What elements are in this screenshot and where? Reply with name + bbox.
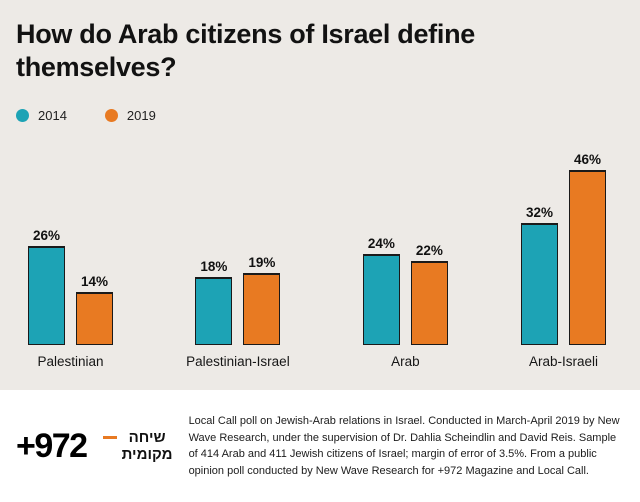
- bar-value-label: 14%: [80, 274, 109, 289]
- bar-wrap: 26%: [28, 228, 65, 345]
- local-call-hebrew-text: שיחה מקומית: [122, 429, 173, 464]
- legend-swatch-icon: [104, 108, 118, 122]
- local-call-hebrew-line1: שיחה: [128, 428, 166, 446]
- local-call-logo: שיחה מקומית: [102, 429, 173, 464]
- bars: 32% 46%: [520, 152, 606, 345]
- bar-group-arab-israeli: 32% 46% Arab-Israeli: [520, 152, 606, 374]
- bar-wrap: 22%: [410, 243, 448, 345]
- bar-chart: 26% 14% Palestinian 18% 19% Palestinian-Israe…: [0, 123, 640, 390]
- bar-value-label: 18%: [200, 259, 228, 274]
- footer: +972 שיחה מקומית Local Call poll on Jewi…: [0, 390, 640, 502]
- bar-value-label: 26%: [32, 228, 61, 243]
- bar-wrap: 24%: [362, 236, 400, 345]
- bar-group-palestinian: 26% 14% Palestinian: [28, 228, 113, 374]
- bar-2019-palestinian: [76, 292, 113, 345]
- bar-group-palestinian-israel: 18% 19% Palestinian-Israel: [186, 255, 290, 374]
- bars: 18% 19%: [195, 255, 281, 345]
- category-label: Arab-Israeli: [528, 354, 598, 369]
- bar-wrap: 32%: [520, 205, 558, 345]
- bar-wrap: 19%: [243, 255, 281, 345]
- local-call-dash-icon: [102, 435, 117, 439]
- local-call-hebrew-line2: מקומית: [121, 446, 173, 463]
- legend-item-2019: 2019: [104, 107, 156, 123]
- chart-legend: 2014 2019: [0, 84, 640, 123]
- legend-label: 2014: [38, 107, 67, 123]
- footer-caption: Local Call poll on Jewish-Arab relations…: [188, 415, 620, 477]
- plus972-logo: +972: [16, 426, 88, 465]
- bar-value-label: 32%: [525, 205, 553, 220]
- category-label: Arab: [391, 354, 420, 369]
- bar-value-label: 46%: [573, 152, 601, 167]
- legend-item-2014: 2014: [16, 108, 67, 123]
- bar-2014-arab-israeli: [520, 223, 558, 345]
- bar-value-label: 24%: [367, 236, 395, 251]
- category-label: Palestinian: [37, 354, 104, 369]
- bar-2014-palestinian-israel: [195, 277, 233, 345]
- bar-2014-palestinian: [28, 246, 65, 345]
- bar-value-label: 19%: [248, 255, 276, 270]
- bar-value-label: 22%: [415, 243, 443, 258]
- bars: 24% 22%: [362, 236, 448, 345]
- bar-group-arab: 24% 22% Arab: [362, 236, 448, 374]
- legend-swatch-icon: [16, 108, 29, 122]
- bars: 26% 14%: [28, 228, 113, 345]
- bar-wrap: 18%: [195, 259, 233, 345]
- bar-2019-arab: [410, 261, 448, 345]
- bar-2019-arab-israeli: [568, 170, 606, 345]
- bar-2019-palestinian-israel: [243, 273, 281, 345]
- bar-wrap: 46%: [568, 152, 606, 345]
- bar-wrap: 14%: [76, 274, 113, 345]
- category-label: Palestinian-Israel: [186, 354, 290, 369]
- legend-label: 2019: [126, 107, 156, 123]
- page-title: How do Arab citizens of Israel define th…: [16, 19, 475, 82]
- bar-2014-arab: [362, 254, 400, 345]
